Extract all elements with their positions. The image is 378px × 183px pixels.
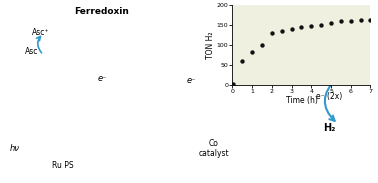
Text: e⁻ (2x): e⁻ (2x)	[316, 92, 342, 102]
Point	[328, 21, 334, 24]
Point	[367, 18, 373, 21]
Y-axis label: TON H₂: TON H₂	[206, 31, 215, 59]
Point	[259, 43, 265, 46]
Text: e⁻: e⁻	[97, 74, 107, 83]
Point	[298, 25, 304, 28]
Point	[269, 31, 275, 34]
Point	[318, 23, 324, 26]
Point	[288, 27, 294, 30]
Point	[249, 51, 255, 54]
Point	[358, 18, 364, 21]
Text: e⁻: e⁻	[186, 76, 196, 85]
Text: Co
catalyst: Co catalyst	[198, 139, 229, 158]
Text: Ru PS: Ru PS	[51, 161, 73, 170]
Point	[348, 19, 354, 22]
Point	[338, 20, 344, 23]
Text: Asc: Asc	[25, 47, 38, 56]
Point	[231, 83, 237, 86]
Text: hν: hν	[9, 144, 19, 153]
Text: 2 H⁺: 2 H⁺	[323, 65, 347, 74]
Text: Asc⁺: Asc⁺	[32, 28, 50, 38]
Point	[239, 59, 245, 62]
X-axis label: Time (h): Time (h)	[285, 96, 318, 105]
Point	[279, 29, 285, 32]
Text: H₂: H₂	[323, 123, 336, 133]
FancyArrowPatch shape	[325, 79, 336, 121]
Text: Ferredoxin: Ferredoxin	[74, 7, 130, 16]
Point	[308, 24, 314, 27]
FancyArrowPatch shape	[36, 36, 42, 53]
